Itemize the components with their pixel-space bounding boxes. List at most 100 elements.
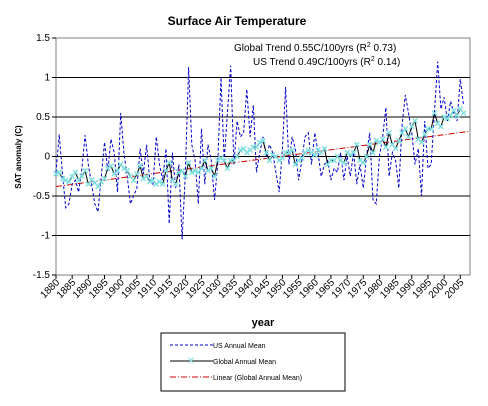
point-global-annual-mean (383, 144, 389, 150)
point-global-annual-mean (450, 107, 457, 114)
point-global-annual-mean (143, 173, 150, 180)
point-global-annual-mean (360, 159, 367, 166)
point-global-annual-mean (266, 157, 273, 164)
point-global-annual-mean (392, 145, 399, 152)
x-axis-label: year (252, 317, 275, 329)
point-global-annual-mean (224, 165, 231, 172)
point-global-annual-mean (289, 147, 296, 154)
point-global-annual-mean (405, 133, 412, 140)
point-global-annual-mean (454, 112, 460, 119)
point-global-annual-mean (460, 110, 467, 116)
point-global-annual-mean (418, 139, 425, 146)
point-global-annual-mean (108, 163, 114, 169)
point-global-annual-mean (221, 157, 228, 164)
point-global-annual-mean (363, 153, 370, 160)
point-global-annual-mean (185, 159, 192, 166)
y-tick-label: -1 (41, 231, 50, 242)
y-tick-label: 1.5 (36, 33, 50, 44)
point-global-annual-mean (298, 155, 305, 161)
y-axis-label: SAT anomaly (C) (14, 125, 23, 189)
point-global-annual-mean (192, 167, 198, 174)
point-global-annual-mean (256, 139, 263, 146)
point-global-annual-mean (431, 110, 438, 116)
point-global-annual-mean (66, 178, 72, 185)
point-global-annual-mean (350, 149, 357, 156)
point-global-annual-mean (311, 152, 318, 158)
point-global-annual-mean (395, 137, 402, 144)
point-global-annual-mean (72, 169, 79, 176)
point-global-annual-mean (260, 137, 266, 144)
y-axis: 1.5 1 0.5 0 -0.5 -1 -1.5 (33, 33, 56, 281)
legend-marker-global: ✕ (187, 356, 195, 367)
y-tick-label: 0 (44, 152, 50, 163)
point-global-annual-mean (137, 163, 143, 169)
series-us-annual-mean (55, 61, 464, 240)
point-global-annual-mean (386, 129, 393, 136)
legend-label-trend: Linear (Global Annual Mean) (213, 375, 302, 382)
annotation-us-trend: US Trend 0.49C/100yrs (R2 0.14) (253, 56, 400, 68)
point-global-annual-mean (182, 173, 189, 180)
point-global-annual-mean (253, 144, 260, 150)
point-global-annual-mean (82, 167, 89, 174)
annotation-global-trend: Global Trend 0.55C/100yrs (R2 0.73) (234, 42, 396, 54)
point-global-annual-mean (321, 145, 328, 152)
point-global-annual-mean (340, 159, 347, 166)
point-global-annual-mean (263, 149, 270, 156)
point-global-annual-mean (408, 123, 415, 130)
point-global-annual-mean (412, 118, 418, 124)
point-global-annual-mean (146, 178, 153, 185)
point-global-annual-mean (179, 167, 186, 174)
point-global-annual-mean (53, 170, 59, 177)
point-global-annual-mean (379, 136, 386, 143)
point-global-annual-mean (373, 137, 380, 144)
point-global-annual-mean (198, 165, 205, 172)
point-global-annual-mean (279, 155, 286, 161)
chart-title: Surface Air Temperature (168, 14, 307, 28)
series-linear-trend (55, 130, 471, 188)
point-global-annual-mean (114, 167, 121, 174)
legend-label-us: US Annual Mean (213, 343, 266, 350)
point-global-annual-mean (176, 169, 182, 176)
point-global-annual-mean (62, 177, 69, 184)
gridlines (56, 77, 470, 236)
point-global-annual-mean (201, 157, 208, 164)
point-global-annual-mean (421, 131, 428, 138)
y-tick-label: 0.5 (36, 112, 50, 123)
y-tick-label: 1 (44, 73, 50, 84)
point-global-annual-mean (124, 167, 131, 174)
legend-box (160, 332, 346, 392)
point-global-annual-mean (353, 141, 360, 148)
point-global-annual-mean (437, 123, 444, 130)
point-global-annual-mean (428, 125, 435, 132)
point-global-annual-mean (447, 112, 454, 119)
point-global-annual-mean (101, 175, 108, 182)
y-tick-label: -1.5 (33, 270, 51, 281)
point-global-annual-mean (95, 183, 101, 190)
line-linear-trend (55, 130, 471, 188)
point-global-annual-mean (237, 147, 244, 154)
x-axis: 1880188518901895190019051910191519201925… (39, 275, 467, 301)
legend: US Annual Mean ✕ Global Annual Mean Line… (160, 332, 346, 392)
point-global-annual-mean (208, 165, 215, 172)
point-global-annual-mean (402, 125, 409, 132)
point-global-annual-mean (78, 173, 85, 180)
point-global-annual-mean (163, 167, 169, 174)
point-global-annual-mean (188, 169, 195, 176)
point-global-annual-mean (211, 173, 218, 180)
point-global-annual-mean (269, 152, 276, 158)
legend-label-global: Global Annual Mean (213, 359, 276, 366)
point-global-annual-mean (166, 159, 173, 166)
point-global-annual-mean (133, 170, 140, 177)
line-us-annual-mean (55, 61, 464, 240)
point-global-annual-mean (370, 149, 376, 156)
y-tick-label: -0.5 (33, 191, 51, 202)
x-tick-label: 2005 (443, 277, 467, 301)
series-global-annual-mean (53, 106, 467, 190)
point-global-annual-mean (172, 181, 179, 188)
point-global-annual-mean (234, 153, 241, 160)
point-global-annual-mean (130, 177, 137, 184)
point-global-annual-mean (56, 169, 63, 176)
point-global-annual-mean (159, 181, 166, 188)
point-global-annual-mean (366, 141, 373, 148)
